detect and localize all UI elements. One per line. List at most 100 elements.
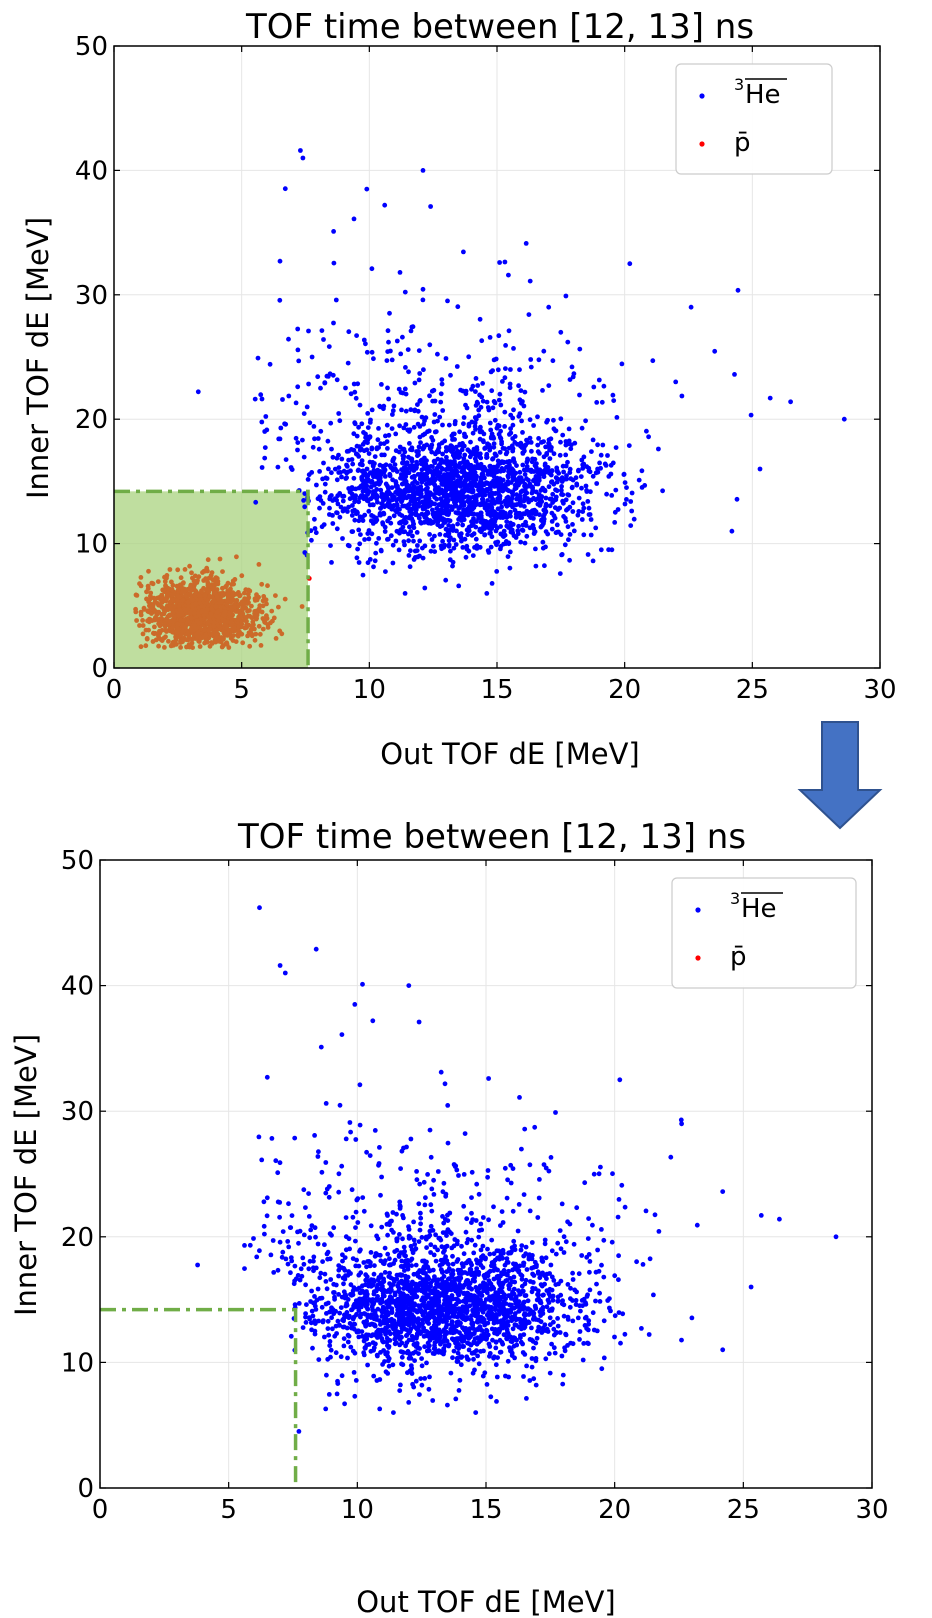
scatter-point [336, 465, 342, 470]
scatter-point [164, 629, 169, 634]
scatter-point [386, 486, 391, 491]
scatter-point [228, 606, 234, 612]
scatter-point [405, 427, 411, 433]
scatter-point [437, 532, 443, 537]
scatter-point [371, 1322, 377, 1328]
scatter-point [390, 412, 395, 417]
scatter-point [473, 536, 479, 542]
scatter-point [498, 402, 504, 408]
scatter-point [359, 458, 365, 464]
scatter-point [169, 587, 175, 592]
scatter-point [385, 385, 390, 391]
scatter-point [301, 498, 306, 503]
scatter-point [144, 589, 149, 595]
scatter-point [143, 643, 149, 649]
scatter-point [334, 377, 340, 383]
scatter-point [550, 491, 556, 497]
scatter-point [598, 452, 604, 458]
scatter-point [328, 420, 334, 426]
scatter-point [339, 456, 345, 462]
scatter-point [484, 454, 490, 460]
scatter-point [306, 328, 311, 334]
scatter-point [412, 474, 417, 480]
scatter-point [439, 458, 445, 464]
scatter-point [243, 587, 249, 593]
scatter-point [601, 1237, 607, 1243]
scatter-point [557, 452, 563, 458]
scatter-point [486, 550, 492, 555]
scatter-point [529, 1356, 535, 1361]
scatter-point [224, 640, 230, 646]
scatter-point [259, 581, 265, 587]
scatter-point [558, 416, 564, 422]
scatter-point [461, 511, 467, 517]
scatter-point [289, 467, 295, 472]
scatter-point [485, 1246, 490, 1252]
scatter-point [319, 328, 325, 333]
x-tick-label: 15 [480, 675, 513, 705]
scatter-point [540, 539, 546, 545]
scatter-point [318, 385, 323, 391]
scatter-point [430, 437, 436, 443]
scatter-point [318, 428, 324, 434]
scatter-point [462, 536, 468, 542]
scatter-point [543, 495, 549, 501]
scatter-point [381, 497, 387, 503]
scatter-point [422, 585, 428, 591]
scatter-point [549, 1287, 555, 1293]
scatter-point [601, 1318, 607, 1324]
scatter-point [397, 423, 402, 429]
scatter-point [491, 444, 497, 450]
scatter-point [399, 497, 405, 503]
scatter-point [420, 168, 426, 173]
scatter-point [134, 618, 140, 623]
scatter-point [381, 406, 386, 412]
scatter-point [397, 511, 403, 517]
scatter-point [540, 485, 546, 491]
scatter-point [482, 446, 488, 451]
scatter-point [370, 492, 376, 498]
scatter-point [520, 522, 526, 528]
scatter-point [448, 504, 454, 510]
scatter-point [518, 1333, 523, 1338]
scatter-point [563, 442, 569, 448]
scatter-point [729, 528, 735, 534]
scatter-point [362, 537, 367, 542]
scatter-point [565, 524, 571, 530]
scatter-point [364, 349, 370, 355]
scatter-point [463, 388, 469, 394]
scatter-point [549, 526, 555, 532]
scatter-point [415, 480, 420, 486]
scatter-point [527, 417, 533, 423]
scatter-point [328, 543, 333, 548]
scatter-point [328, 1347, 334, 1353]
x-tick-label: 5 [233, 675, 250, 705]
scatter-point [258, 643, 264, 648]
scatter-point [492, 514, 498, 520]
scatter-point [211, 620, 217, 625]
scatter-point [464, 527, 470, 533]
scatter-point [584, 488, 589, 493]
scatter-point [390, 495, 396, 501]
scatter-point [397, 507, 402, 512]
scatter-point [472, 1367, 477, 1373]
scatter-point [409, 511, 415, 516]
scatter-point [331, 260, 337, 266]
scatter-point [155, 579, 161, 584]
scatter-point [372, 454, 378, 459]
scatter-point [542, 563, 547, 569]
scatter-point [355, 381, 361, 387]
scatter-point [544, 419, 549, 425]
scatter-point [231, 633, 236, 638]
scatter-point [423, 466, 429, 472]
scatter-point [365, 411, 371, 416]
scatter-point [414, 462, 420, 468]
scatter-point [382, 503, 387, 509]
scatter-point [254, 592, 259, 598]
scatter-point [439, 490, 445, 495]
scatter-point [533, 563, 539, 569]
scatter-point [192, 573, 198, 579]
scatter-point [187, 610, 193, 616]
scatter-point [402, 542, 407, 548]
scatter-point [170, 619, 176, 624]
